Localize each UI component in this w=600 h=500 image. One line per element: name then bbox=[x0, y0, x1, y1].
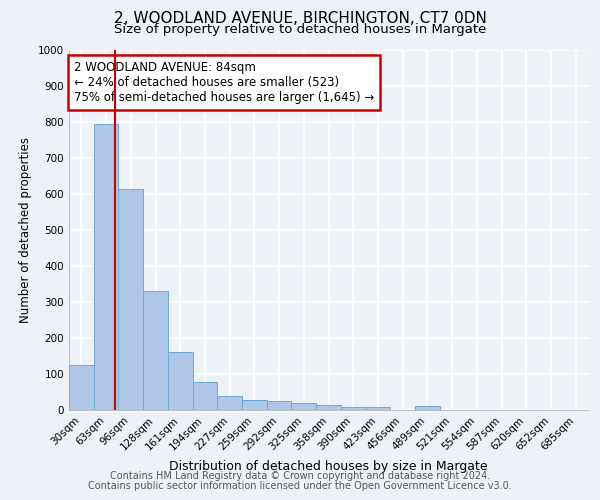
Bar bbox=[193, 382, 217, 410]
Bar bbox=[217, 396, 242, 410]
Bar bbox=[168, 352, 193, 410]
Bar bbox=[341, 407, 365, 410]
Text: 2, WOODLAND AVENUE, BIRCHINGTON, CT7 0DN: 2, WOODLAND AVENUE, BIRCHINGTON, CT7 0DN bbox=[113, 11, 487, 26]
Bar bbox=[118, 188, 143, 410]
Bar bbox=[415, 406, 440, 410]
Bar bbox=[69, 365, 94, 410]
Y-axis label: Number of detached properties: Number of detached properties bbox=[19, 137, 32, 323]
Bar bbox=[143, 291, 168, 410]
Bar bbox=[292, 403, 316, 410]
Bar bbox=[316, 406, 341, 410]
Bar bbox=[94, 124, 118, 410]
Text: Size of property relative to detached houses in Margate: Size of property relative to detached ho… bbox=[114, 22, 486, 36]
Text: 2 WOODLAND AVENUE: 84sqm
← 24% of detached houses are smaller (523)
75% of semi-: 2 WOODLAND AVENUE: 84sqm ← 24% of detach… bbox=[74, 61, 374, 104]
Bar bbox=[242, 400, 267, 410]
Bar bbox=[365, 407, 390, 410]
X-axis label: Distribution of detached houses by size in Margate: Distribution of detached houses by size … bbox=[169, 460, 488, 473]
Bar bbox=[267, 401, 292, 410]
Text: Contains HM Land Registry data © Crown copyright and database right 2024.: Contains HM Land Registry data © Crown c… bbox=[110, 471, 490, 481]
Text: Contains public sector information licensed under the Open Government Licence v3: Contains public sector information licen… bbox=[88, 481, 512, 491]
